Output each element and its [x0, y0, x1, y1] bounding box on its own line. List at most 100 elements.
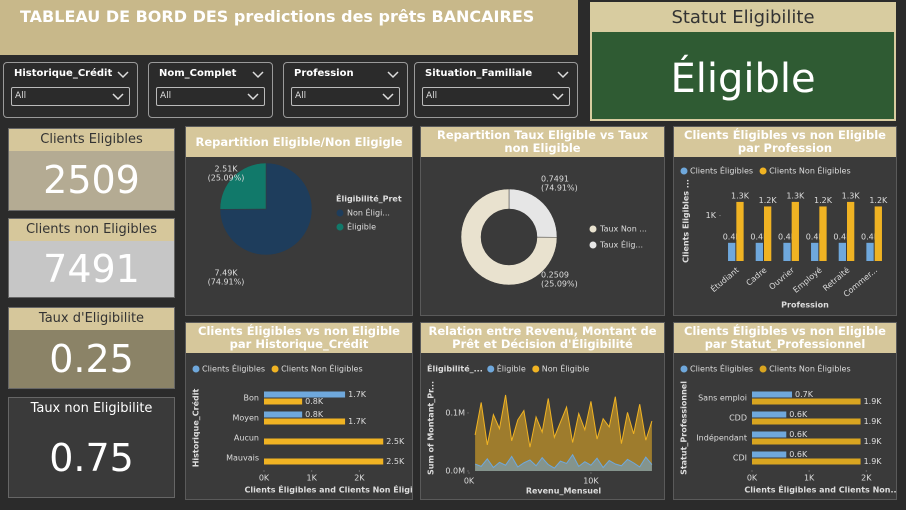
bar: [811, 242, 819, 261]
bar: [752, 438, 861, 445]
chart-title: Relation entre Revenu, Montant de Prêt e…: [421, 323, 664, 353]
data-label: 0.4K: [833, 232, 852, 241]
chevron: [117, 71, 129, 79]
data-label: 0.4K: [806, 232, 825, 241]
bar: [728, 242, 736, 261]
legend-title: Éligibilité_Pret: [336, 193, 402, 204]
chart-plot: Clients Éligibles Clients Non Éligibles Bo…: [191, 363, 413, 495]
filter-label: Historique_Crédit: [14, 68, 113, 79]
x-tick-label: Employé: [791, 265, 824, 295]
legend-marker: [192, 365, 200, 373]
kpi-value: 2509: [43, 158, 140, 202]
chevron: [247, 93, 259, 101]
status-title: Statut Eligibilite: [592, 4, 894, 32]
chart-plot: 0.2509(25.09%) 0.7491(74.91%) Taux Non ...…: [460, 175, 647, 289]
legend-label: Éligible: [497, 363, 526, 374]
bar: [752, 451, 787, 458]
filter-label: Situation_Familiale: [425, 68, 533, 79]
y-tick-label: 0.1M: [445, 408, 465, 417]
chart-card: Clients Éligibles vs non Eligible par Pr…: [673, 126, 897, 316]
data-label: 0.8K: [305, 397, 324, 406]
data-label: (74.91%): [541, 184, 578, 193]
filter: Nom_Complet All: [148, 62, 273, 118]
legend-label: Clients Éligibles: [202, 363, 265, 374]
legend-marker: [487, 365, 495, 373]
bar: [264, 391, 346, 398]
legend-marker: [336, 223, 344, 231]
data-label: 1.2K: [759, 196, 778, 205]
filter-dropdown[interactable]: All: [11, 87, 130, 106]
y-tick-label: 0.0M: [445, 467, 465, 476]
legend-marker: [680, 167, 688, 175]
filter: Historique_Crédit All: [3, 62, 138, 118]
chart-card: Relation entre Revenu, Montant de Prêt e…: [420, 322, 665, 500]
data-label: 1.7K: [348, 390, 367, 399]
legend-label: Clients Éligibles: [690, 363, 753, 374]
kpi-value: 0.75: [49, 436, 134, 480]
bar: [755, 242, 763, 261]
data-label: 1.9K: [864, 457, 883, 466]
legend-label: Clients Non Éligibles: [769, 165, 851, 176]
bar: [264, 458, 384, 465]
data-label: 0.2509: [541, 271, 569, 280]
chart-title: Clients Éligibles vs non Eligible par St…: [674, 323, 896, 353]
x-tick-label: 1K: [307, 474, 318, 483]
chevron: [552, 93, 564, 101]
x-axis-label: Revenu_Mensuel: [526, 487, 602, 496]
chart-title: Repartition Eligible/Non Eligigle: [186, 127, 412, 157]
chevron: [112, 93, 124, 101]
chart-card: Clients Éligibles vs non Eligible par St…: [673, 322, 897, 500]
slice: [219, 162, 267, 210]
filter-label: Profession: [294, 68, 354, 79]
filter-label: Nom_Complet: [159, 68, 237, 79]
filter-value: All: [160, 91, 172, 101]
data-label: (25.09%): [541, 280, 578, 289]
bar: [847, 201, 855, 261]
filter-value: All: [426, 91, 438, 101]
y-axis-label: Sum of Montant_Pr...: [427, 381, 436, 475]
x-tick-label: 0K: [747, 474, 758, 483]
legend-label: Non Éligible: [542, 363, 590, 374]
y-tick-label: Bon: [244, 394, 259, 403]
chevron-icon: [112, 93, 124, 101]
kpi-card: Clients non Eligibles 7491: [8, 218, 175, 298]
legend-label: Éligible: [347, 221, 376, 232]
x-tick-label: Cadre: [745, 266, 769, 288]
data-label: 0.4K: [861, 232, 880, 241]
bar: [819, 206, 827, 261]
chart-card: Clients Éligibles vs non Eligible par Hi…: [185, 322, 413, 500]
filter-dropdown[interactable]: All: [422, 87, 570, 106]
data-label: 1.9K: [864, 417, 883, 426]
y-tick-label: Indépendant: [696, 433, 747, 443]
y-tick-label: CDD: [729, 414, 747, 423]
slice: [508, 188, 558, 238]
data-label: 0.6K: [789, 410, 808, 419]
kpi-card: Taux non Eligibilite 0.75: [8, 397, 175, 498]
filter-dropdown[interactable]: All: [156, 87, 265, 106]
legend-title: Éligibilité_...: [427, 363, 483, 374]
legend-marker: [336, 209, 344, 217]
filter: Profession All: [283, 62, 408, 118]
bar: [752, 411, 787, 418]
filter-dropdown[interactable]: All: [291, 87, 400, 106]
bar: [264, 398, 303, 405]
kpi-label: Taux d'Eligibilite: [9, 308, 174, 330]
legend-label: Clients Éligibles: [690, 165, 753, 176]
chevron: [557, 71, 569, 79]
bar: [752, 391, 792, 398]
data-label: 1.9K: [864, 397, 883, 406]
chevron: [382, 93, 394, 101]
x-axis-label: Clients Éligibles and Clients Non Éligib…: [244, 484, 412, 495]
kpi-value: 7491: [43, 247, 140, 291]
data-label: 2.5K: [386, 457, 405, 466]
y-tick-label: Mauvais: [226, 454, 259, 463]
chevron-icon: [387, 71, 399, 79]
legend-marker: [589, 225, 597, 233]
chevron-icon: [552, 93, 564, 101]
bar: [783, 242, 791, 261]
x-tick-label: 0K: [259, 474, 270, 483]
legend-marker: [271, 365, 279, 373]
line-area: [475, 454, 652, 471]
bar: [866, 242, 874, 261]
